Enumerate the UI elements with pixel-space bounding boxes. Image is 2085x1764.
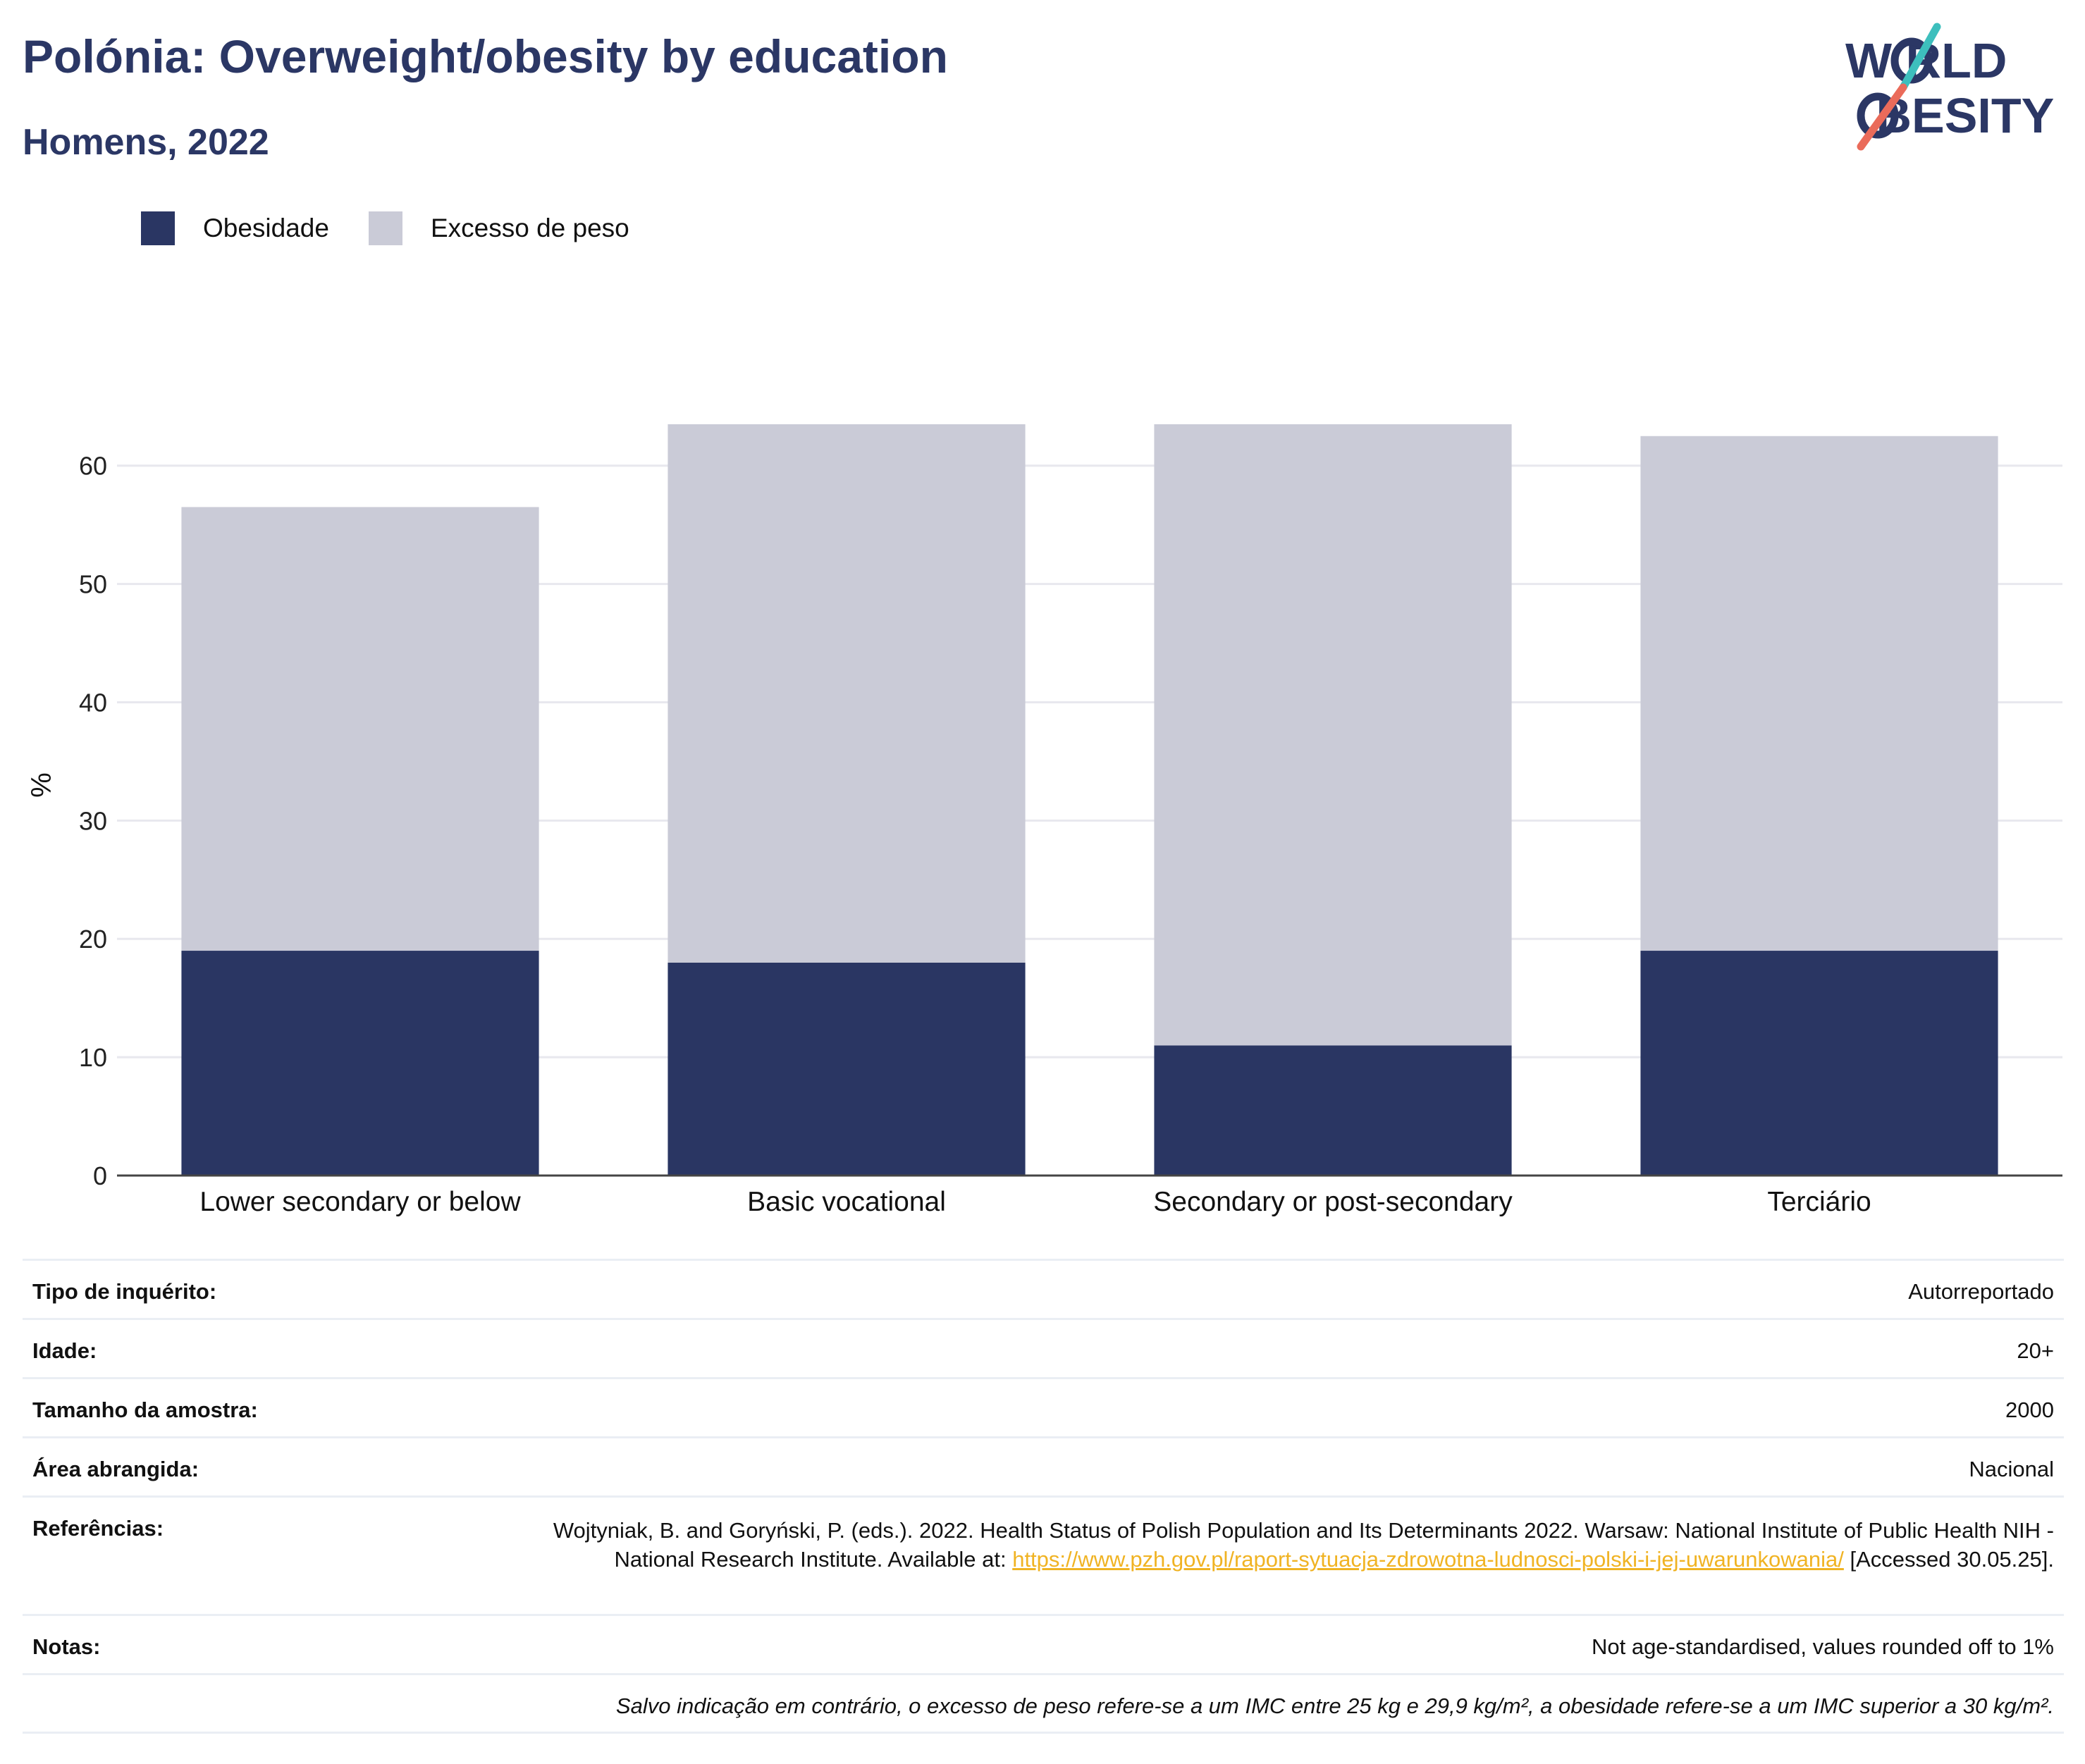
info-row-area: Área abrangida: Nacional: [23, 1436, 2064, 1495]
x-category-label: Secondary or post-secondary: [1153, 1187, 1513, 1217]
chart-title: Polónia: Overweight/obesity by education: [23, 30, 948, 82]
x-category-label: Lower secondary or below: [199, 1187, 521, 1217]
y-tick-label: 60: [79, 452, 107, 481]
info-table: Tipo de inquérito: Autorreportado Idade:…: [23, 1259, 2064, 1734]
y-axis-label: %: [26, 772, 57, 798]
info-row-notes: Notas: Not age-standardised, values roun…: [23, 1614, 2064, 1673]
info-label: Notas:: [32, 1634, 101, 1659]
y-tick-label: 0: [93, 1161, 107, 1190]
bar-obesity: [1640, 951, 1998, 1176]
info-label: Tamanho da amostra:: [32, 1398, 258, 1422]
bar-overweight: [181, 507, 539, 951]
y-tick-label: 20: [79, 925, 107, 954]
y-tick-label: 10: [79, 1043, 107, 1072]
logo-slash-coral: [1857, 83, 1907, 151]
chart-subtitle: Homens, 2022: [23, 122, 269, 163]
info-label: Referências:: [32, 1516, 164, 1541]
info-label: Área abrangida:: [32, 1457, 199, 1481]
y-tick-label: 40: [79, 688, 107, 717]
info-row-references: Referências: Wojtyniak, B. and Goryński,…: [23, 1495, 2064, 1614]
legend-swatch-obesity: [141, 211, 175, 245]
bar-overweight: [668, 424, 1026, 963]
bar-obesity: [1154, 1045, 1512, 1176]
legend-label-obesity: Obesidade: [203, 214, 329, 242]
footnote: Salvo indicação em contrário, o excesso …: [615, 1694, 2054, 1718]
reference-text-after: [Accessed 30.05.25].: [1843, 1547, 2054, 1572]
y-tick-label: 50: [79, 570, 107, 599]
legend-item-overweight[interactable]: Excesso de peso: [368, 211, 629, 245]
info-value: 2000: [2005, 1398, 2054, 1422]
info-label: Tipo de inquérito:: [32, 1279, 217, 1304]
bar-overweight: [1154, 424, 1512, 1046]
world-obesity-logo: W RLD BESITY: [1845, 23, 2054, 151]
legend: Obesidade Excesso de peso: [141, 209, 669, 248]
x-category-label: Terciário: [1767, 1187, 1871, 1217]
info-value: Autorreportado: [1908, 1279, 2054, 1304]
bar-chart: 0 10 20 30 40 50 60 Lower secondary or below Bas…: [26, 424, 2062, 1217]
bar-overweight: [1640, 436, 1998, 951]
info-value: 20+: [2017, 1338, 2054, 1363]
reference-text-before: Wojtyniak, B. and Goryński, P. (eds.). 2…: [553, 1518, 2054, 1572]
x-category-label: Basic vocational: [747, 1187, 946, 1217]
bar-obesity: [181, 951, 539, 1176]
legend-swatch-overweight: [368, 211, 402, 245]
info-row-age: Idade: 20+: [23, 1318, 2064, 1377]
logo-slash-teal: [1899, 23, 1941, 92]
info-value: Nacional: [1969, 1457, 2054, 1481]
bar-obesity: [668, 962, 1026, 1176]
info-row-survey-type: Tipo de inquérito: Autorreportado: [23, 1259, 2064, 1318]
reference-link[interactable]: https://www.pzh.gov.pl/raport-sytuacja-z…: [1012, 1547, 1844, 1572]
logo-o-2: [1857, 92, 1899, 139]
legend-item-obesity[interactable]: Obesidade: [141, 211, 329, 245]
info-row-sample-size: Tamanho da amostra: 2000: [23, 1377, 2064, 1436]
y-tick-label: 30: [79, 806, 107, 835]
reference-text: Wojtyniak, B. and Goryński, P. (eds.). 2…: [539, 1516, 2054, 1574]
legend-label-overweight: Excesso de peso: [430, 214, 629, 242]
info-label: Idade:: [32, 1338, 97, 1363]
info-row-footnote: Salvo indicação em contrário, o excesso …: [23, 1673, 2064, 1734]
info-value: Not age-standardised, values rounded off…: [1591, 1634, 2054, 1659]
